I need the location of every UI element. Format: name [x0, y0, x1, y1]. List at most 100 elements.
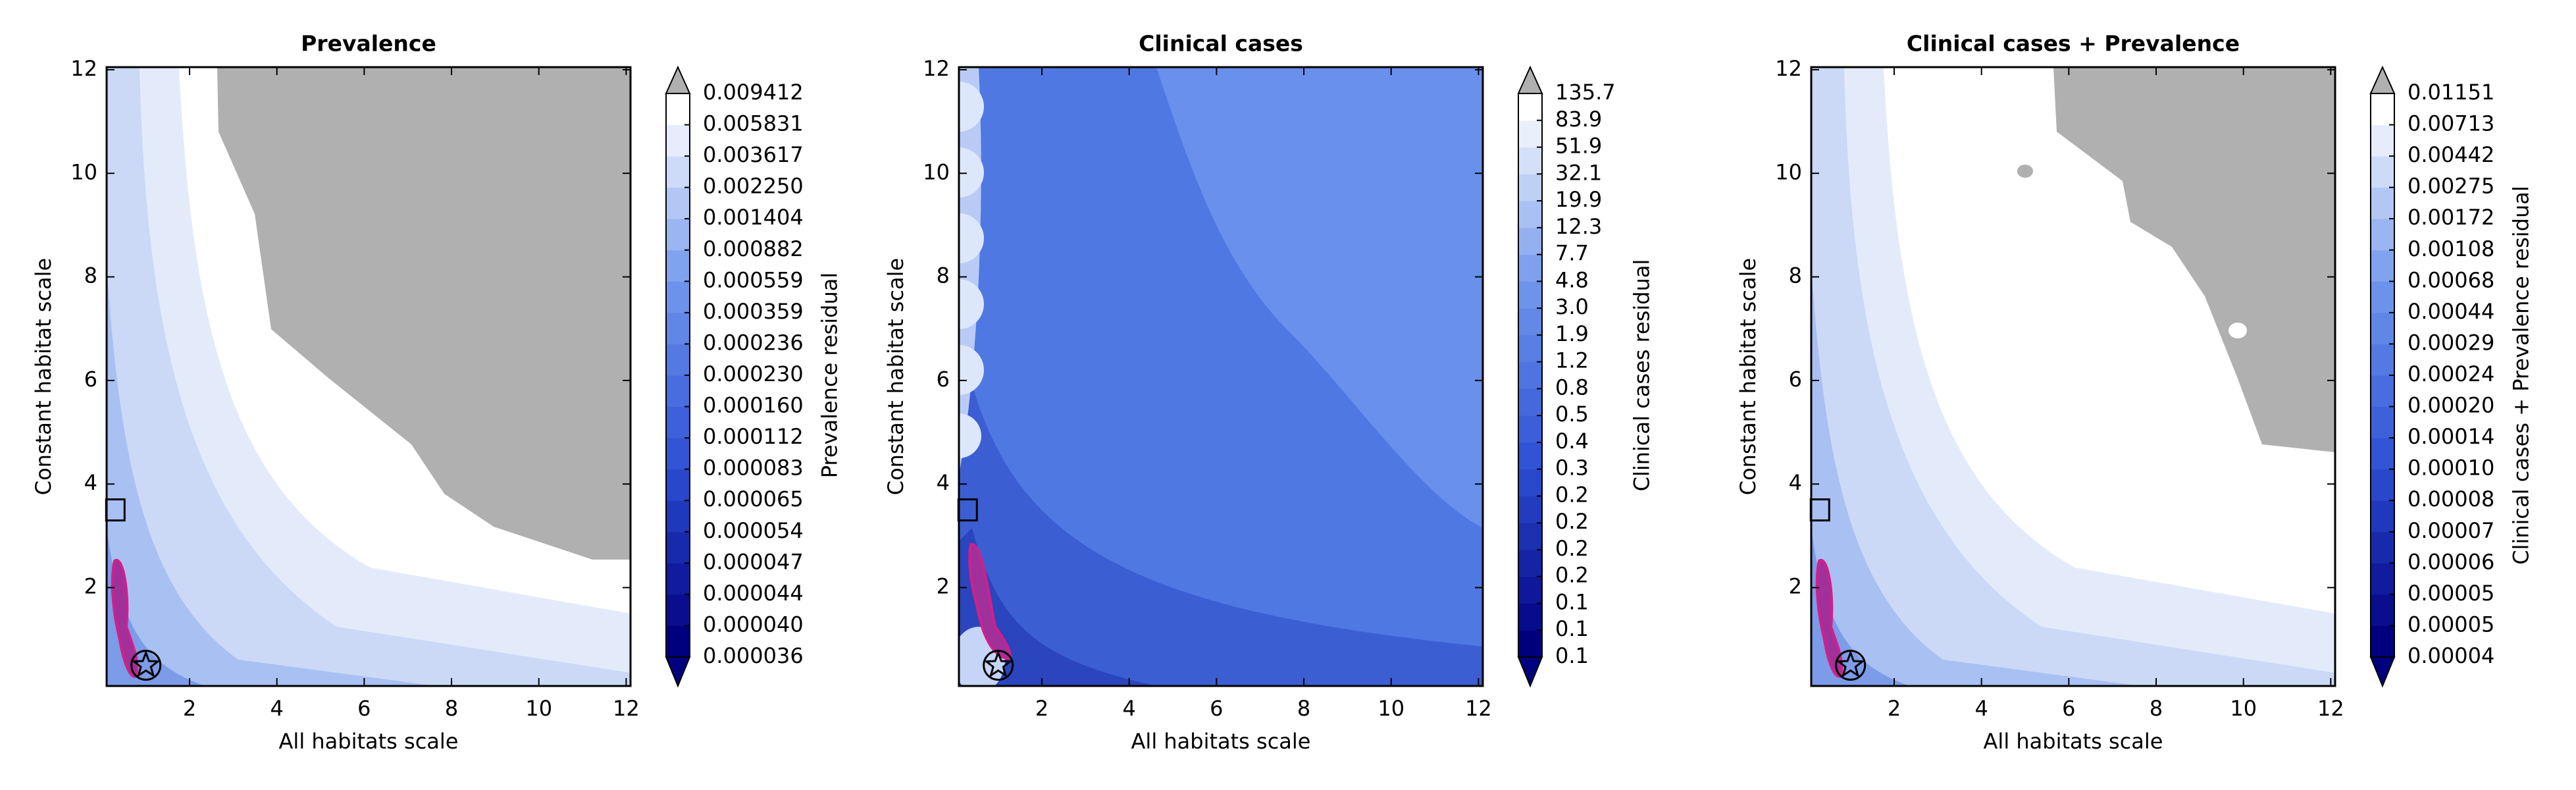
- y-tick-label: 8: [84, 263, 97, 288]
- colorbar-band: [1518, 549, 1542, 577]
- colorbar-tick-label: 0.8: [1555, 375, 1589, 400]
- colorbar-tick-label: 32.1: [1555, 160, 1602, 185]
- plot-frame: [958, 66, 1484, 687]
- colorbar-tick-label: 0.5: [1555, 402, 1589, 427]
- x-tick-label: 10: [1378, 696, 1404, 721]
- colorbar-tick-label: 1.9: [1555, 321, 1589, 346]
- colorbar-tick-label: 0.000236: [703, 330, 804, 355]
- colorbar-band: [2371, 469, 2394, 501]
- colorbar-under: [1517, 656, 1543, 688]
- colorbar-band: [666, 281, 690, 313]
- contour-field: [107, 67, 631, 686]
- colorbar-tick-label: 0.00004: [2408, 643, 2494, 668]
- colorbar-band: [1518, 442, 1542, 470]
- colorbar-band: [2371, 124, 2394, 157]
- x-tick-label: 8: [445, 696, 458, 721]
- colorbar-tick-label: 0.00024: [2408, 361, 2494, 386]
- colorbar-tick-label: 12.3: [1555, 214, 1602, 239]
- y-tick-label: 2: [84, 574, 97, 599]
- colorbar-tick-label: 51.9: [1555, 134, 1602, 159]
- contour-field: [1811, 67, 2335, 686]
- colorbar-tick-label: 7.7: [1555, 241, 1589, 266]
- colorbar-band: [2371, 594, 2394, 626]
- plot-frame: [1810, 66, 2336, 687]
- colorbar-tick-label: 0.2: [1555, 482, 1589, 507]
- colorbar-band: [1518, 334, 1542, 363]
- colorbar-band: [1518, 415, 1542, 443]
- colorbar-tick-label: 1.2: [1555, 348, 1589, 373]
- colorbar-band: [1518, 388, 1542, 416]
- colorbar-band: [1518, 281, 1542, 309]
- colorbar-tick-label: 0.000359: [703, 299, 804, 324]
- y-axis-label: Constant habitat scale: [1736, 258, 1761, 495]
- x-tick-label: 2: [1888, 696, 1901, 721]
- x-axis-label: All habitats scale: [1984, 729, 2163, 754]
- marker-star-shape: [1836, 650, 1865, 678]
- colorbar-band: [1518, 523, 1542, 550]
- x-tick-label: 6: [357, 696, 371, 721]
- colorbar-band: [1518, 120, 1542, 148]
- colorbar-band: [2371, 531, 2394, 564]
- colorbar-band: [666, 531, 690, 564]
- colorbar-band: [2371, 250, 2394, 282]
- chart-title: Prevalence: [301, 31, 436, 57]
- colorbar-tick-label: 4.8: [1555, 267, 1589, 292]
- colorbar-tick-label: 0.00014: [2408, 424, 2494, 449]
- colorbar-band: [2371, 156, 2394, 188]
- x-tick-label: 8: [2150, 696, 2163, 721]
- x-axis-label: All habitats scale: [279, 729, 459, 754]
- y-tick-label: 4: [84, 470, 97, 495]
- x-axis-label: All habitats scale: [1131, 729, 1311, 754]
- y-tick-label: 6: [1789, 367, 1802, 392]
- colorbar-band: [666, 438, 690, 470]
- x-tick-label: 12: [2317, 696, 2344, 721]
- colorbar-tick-label: 0.000160: [703, 393, 804, 418]
- colorbar-tick-label: 0.1: [1555, 589, 1589, 614]
- x-tick-label: 4: [1975, 696, 1988, 721]
- colorbar-over: [2369, 65, 2396, 94]
- colorbar-band: [2371, 312, 2394, 344]
- colorbar-band: [666, 406, 690, 438]
- colorbar-band: [666, 469, 690, 501]
- colorbar-tick-label: 0.000054: [703, 518, 804, 543]
- colorbar-band: [1518, 576, 1542, 604]
- colorbar-tick-label: 0.4: [1555, 429, 1589, 454]
- colorbar-tick-label: 0.2: [1555, 509, 1589, 534]
- y-tick-label: 10: [70, 159, 97, 184]
- y-tick-label: 10: [923, 159, 950, 184]
- colorbar-tick-label: 0.00006: [2408, 549, 2494, 574]
- colorbar-band: [666, 594, 690, 626]
- marker-star: [983, 650, 1014, 681]
- colorbar-over: [1517, 65, 1543, 94]
- colorbar-band: [2371, 438, 2394, 470]
- y-tick-label: 10: [1775, 159, 1802, 184]
- x-tick-label: 6: [1210, 696, 1223, 721]
- colorbar-band: [666, 250, 690, 282]
- colorbar-tick-label: 0.00020: [2408, 393, 2494, 418]
- colorbar-band: [1518, 496, 1542, 523]
- colorbar-tick-label: 0.00172: [2408, 205, 2494, 230]
- colorbar-tick-label: 0.1: [1555, 616, 1589, 641]
- colorbar-tick-label: 0.00068: [2408, 267, 2494, 292]
- colorbar-tick-label: 19.9: [1555, 187, 1602, 212]
- colorbar-tick-label: 83.9: [1555, 107, 1602, 132]
- colorbar-band: [1518, 469, 1542, 496]
- colorbar-band: [1518, 254, 1542, 282]
- y-tick-label: 6: [84, 367, 97, 392]
- y-tick-label: 12: [1775, 56, 1802, 81]
- chart-title: Clinical cases + Prevalence: [1907, 31, 2240, 57]
- colorbar-tick-label: 0.000112: [703, 424, 804, 449]
- colorbar-under: [2369, 656, 2396, 688]
- x-tick-label: 8: [1297, 696, 1310, 721]
- colorbar-band: [2371, 187, 2394, 219]
- colorbar-tick-label: 0.2: [1555, 563, 1589, 588]
- marker-star: [1835, 650, 1867, 681]
- colorbar-band: [1518, 93, 1542, 121]
- colorbar-tick-label: 0.00029: [2408, 330, 2494, 355]
- colorbar-tick-label: 0.00713: [2408, 111, 2494, 136]
- colorbar-band: [1518, 603, 1542, 631]
- colorbar-band: [2371, 625, 2394, 658]
- x-tick-label: 6: [2062, 696, 2075, 721]
